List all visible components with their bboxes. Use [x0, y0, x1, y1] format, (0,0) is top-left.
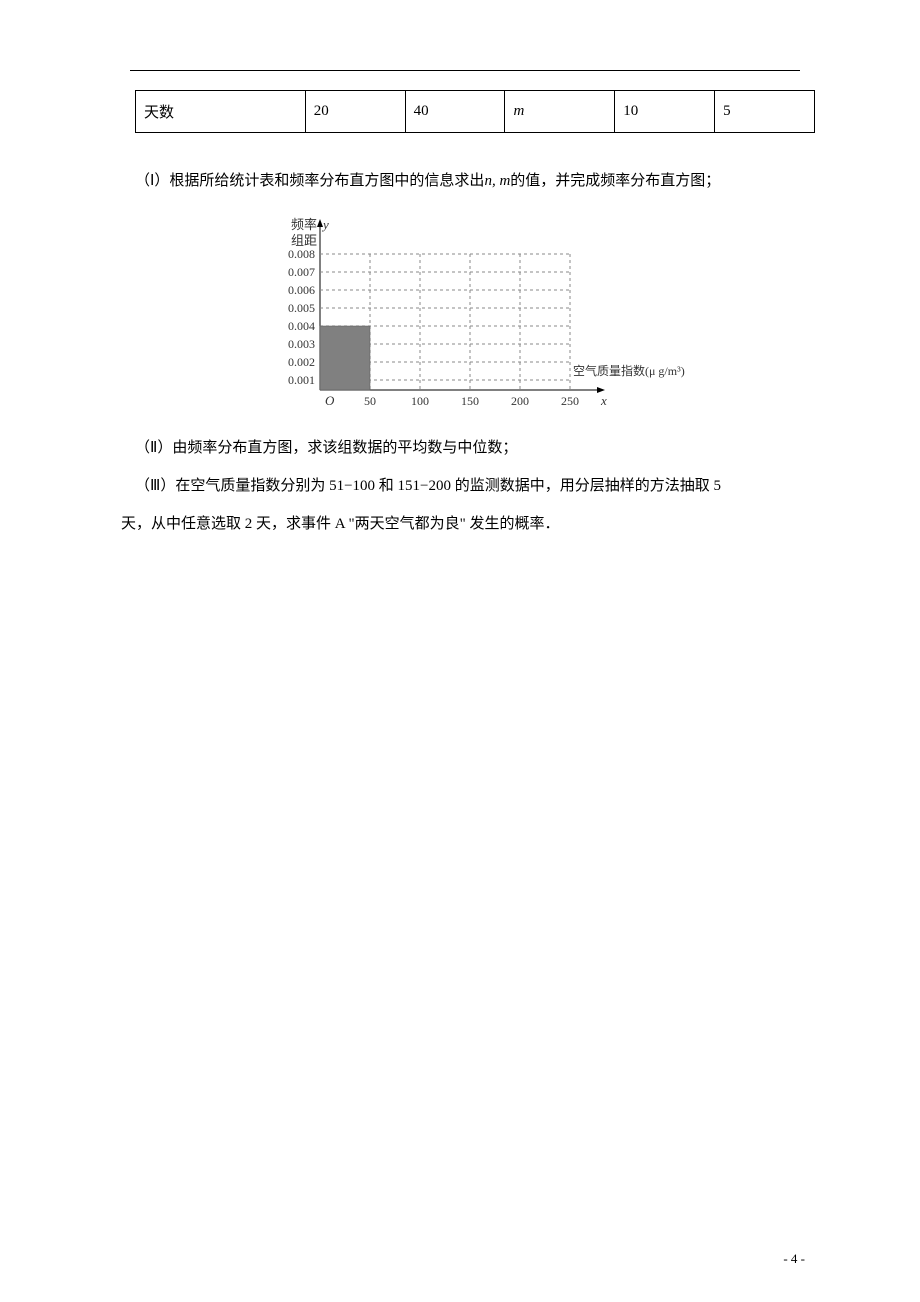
y-label-bottom: 组距 — [291, 233, 317, 248]
q1-suffix: 的值，并完成频率分布直方图； — [510, 173, 720, 189]
ytick: 0.006 — [288, 283, 315, 297]
x-axis-label: 空气质量指数(μ g/m³) — [573, 363, 685, 378]
table-row: 天数 20 40 m 10 5 — [136, 91, 815, 133]
question-3-line1: （Ⅲ）在空气质量指数分别为 51−100 和 151−200 的监测数据中，用分… — [135, 471, 805, 501]
bar-1 — [320, 326, 370, 390]
question-2: （Ⅱ）由频率分布直方图，求该组数据的平均数与中位数； — [135, 433, 805, 463]
row-label: 天数 — [136, 91, 306, 133]
q1-vars: n, m — [484, 173, 510, 189]
chart-svg: 频率 组距 y 0.008 0.007 0.006 0.005 0.004 — [245, 215, 685, 410]
question-3-line2: 天，从中任意选取 2 天，求事件 A "两天空气都为良" 发生的概率． — [121, 509, 805, 539]
ytick: 0.001 — [288, 373, 315, 387]
xtick: 150 — [461, 394, 479, 408]
ytick: 0.002 — [288, 355, 315, 369]
origin-label: O — [325, 393, 335, 408]
variable-m: m — [513, 103, 524, 119]
xtick: 200 — [511, 394, 529, 408]
question-1: （Ⅰ）根据所给统计表和频率分布直方图中的信息求出n, m的值，并完成频率分布直方… — [135, 168, 805, 195]
y-var: y — [321, 217, 329, 232]
cell: 40 — [405, 91, 505, 133]
cell: m — [505, 91, 615, 133]
cell: 10 — [615, 91, 715, 133]
cell: 5 — [715, 91, 815, 133]
xtick: 250 — [561, 394, 579, 408]
ytick: 0.003 — [288, 337, 315, 351]
histogram-chart: 频率 组距 y 0.008 0.007 0.006 0.005 0.004 — [245, 215, 685, 415]
document-content: 天数 20 40 m 10 5 （Ⅰ）根据所给统计表和频率分布直方图中的信息求出… — [115, 90, 805, 539]
x-var: x — [600, 393, 607, 408]
y-label-top: 频率 — [291, 217, 317, 232]
xtick: 100 — [411, 394, 429, 408]
ytick: 0.004 — [288, 319, 315, 333]
ytick: 0.008 — [288, 247, 315, 261]
x-grid — [370, 254, 570, 390]
ytick: 0.007 — [288, 265, 315, 279]
q1-prefix: （Ⅰ）根据所给统计表和频率分布直方图中的信息求出 — [135, 173, 484, 189]
page-number: - 4 - — [783, 1251, 805, 1267]
cell: 20 — [305, 91, 405, 133]
page-header-rule — [130, 70, 800, 71]
data-table: 天数 20 40 m 10 5 — [135, 90, 815, 133]
xtick: 50 — [364, 394, 376, 408]
ytick: 0.005 — [288, 301, 315, 315]
